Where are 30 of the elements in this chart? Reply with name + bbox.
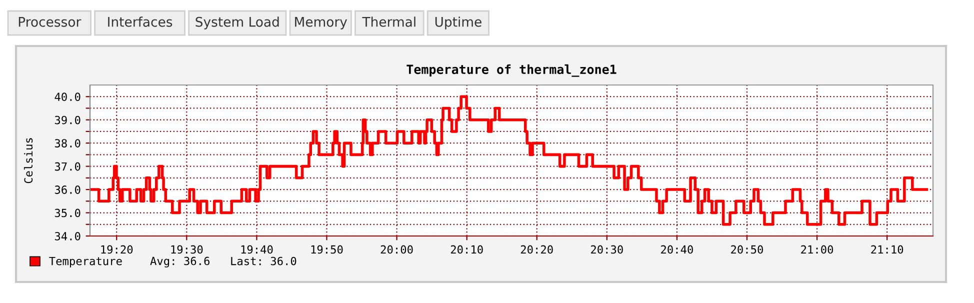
x-tick-label: 19:30	[171, 245, 203, 254]
x-tick-label: 20:50	[731, 245, 763, 254]
text: Last: 36.0	[231, 256, 296, 266]
x-tick-label: 19:20	[101, 245, 133, 254]
text: Processor	[18, 17, 82, 27]
text: Uptime	[435, 16, 482, 30]
chart-title: Temperature of thermal_zone1	[406, 64, 616, 77]
text: System Load	[196, 16, 279, 30]
x-tick-label: 21:10	[871, 245, 904, 254]
x-tick-label: 20:30	[590, 245, 623, 254]
x-tick-label: 20:20	[520, 245, 553, 254]
x-tick-label: 21:00	[801, 245, 834, 254]
x-tick-label: 20:00	[380, 245, 413, 254]
y-tick-label: 36.0	[54, 186, 80, 194]
x-tick-label: 19:40	[241, 245, 273, 254]
y-tick-label: 39.0	[54, 116, 80, 124]
legend-label: Temperature	[49, 256, 122, 268]
y-tick-label: 35.0	[54, 208, 80, 218]
text: Avg: 36.6	[150, 256, 210, 268]
y-tick-label: 34.0	[54, 232, 80, 240]
x-tick-label: 19:50	[311, 245, 343, 254]
y-tick-label: 37.0	[54, 162, 80, 171]
y-tick-label: 38.0	[54, 139, 80, 148]
text: Interfaces	[108, 16, 172, 27]
y-axis-title: Celsius	[24, 138, 33, 184]
x-tick-label: 20:40	[661, 245, 693, 254]
y-tick-label: 40.0	[54, 92, 80, 102]
x-tick-label: 20:10	[450, 245, 483, 254]
text: Memory	[295, 17, 348, 30]
text: Thermal	[362, 16, 416, 27]
